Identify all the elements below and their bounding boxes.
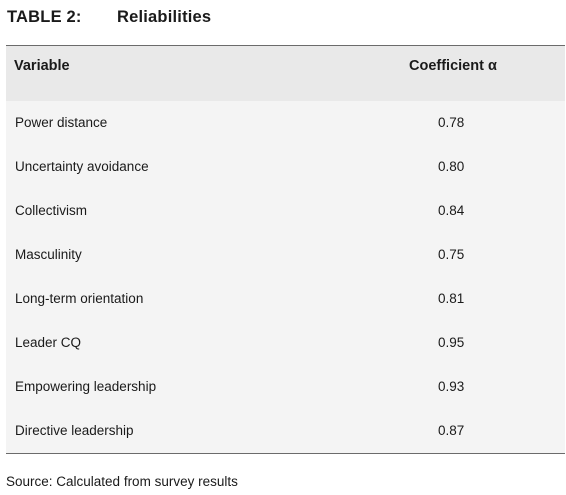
cell-coefficient: 0.81 — [438, 291, 465, 306]
table-row: Masculinity 0.75 — [6, 233, 565, 277]
table-row: Empowering leadership 0.93 — [6, 365, 565, 409]
table-number: TABLE 2: — [7, 8, 82, 26]
cell-variable: Empowering leadership — [15, 379, 157, 394]
cell-coefficient: 0.95 — [438, 335, 465, 350]
cell-variable: Uncertainty avoidance — [15, 159, 149, 174]
cell-coefficient: 0.75 — [438, 247, 465, 262]
cell-coefficient: 0.93 — [438, 379, 465, 394]
cell-coefficient: 0.78 — [438, 115, 465, 130]
table-row: Directive leadership 0.87 — [6, 409, 565, 453]
cell-coefficient: 0.80 — [438, 159, 465, 174]
cell-variable: Leader CQ — [15, 335, 82, 350]
table-row: Power distance 0.78 — [6, 101, 565, 145]
cell-coefficient: 0.87 — [438, 423, 465, 438]
cell-variable: Collectivism — [15, 203, 88, 218]
cell-variable: Directive leadership — [15, 423, 134, 438]
reliabilities-table: Variable Coefficient α Power distance 0.… — [6, 45, 565, 454]
table-header: Variable Coefficient α — [6, 45, 565, 101]
cell-variable: Power distance — [15, 115, 108, 130]
cell-variable: Long-term orientation — [15, 291, 144, 306]
header-coefficient: Coefficient α — [409, 58, 497, 74]
table-body: Power distance 0.78 Uncertainty avoidanc… — [6, 101, 565, 454]
table-row: Leader CQ 0.95 — [6, 321, 565, 365]
table-title: TABLE 2: Reliabilities — [7, 8, 211, 27]
table-row: Collectivism 0.84 — [6, 189, 565, 233]
cell-variable: Masculinity — [15, 247, 82, 262]
table-row: Uncertainty avoidance 0.80 — [6, 145, 565, 189]
cell-coefficient: 0.84 — [438, 203, 465, 218]
header-variable: Variable — [14, 58, 70, 74]
table-row: Long-term orientation 0.81 — [6, 277, 565, 321]
source-note: Source: Calculated from survey results — [6, 474, 238, 489]
table-caption: Reliabilities — [117, 8, 212, 26]
